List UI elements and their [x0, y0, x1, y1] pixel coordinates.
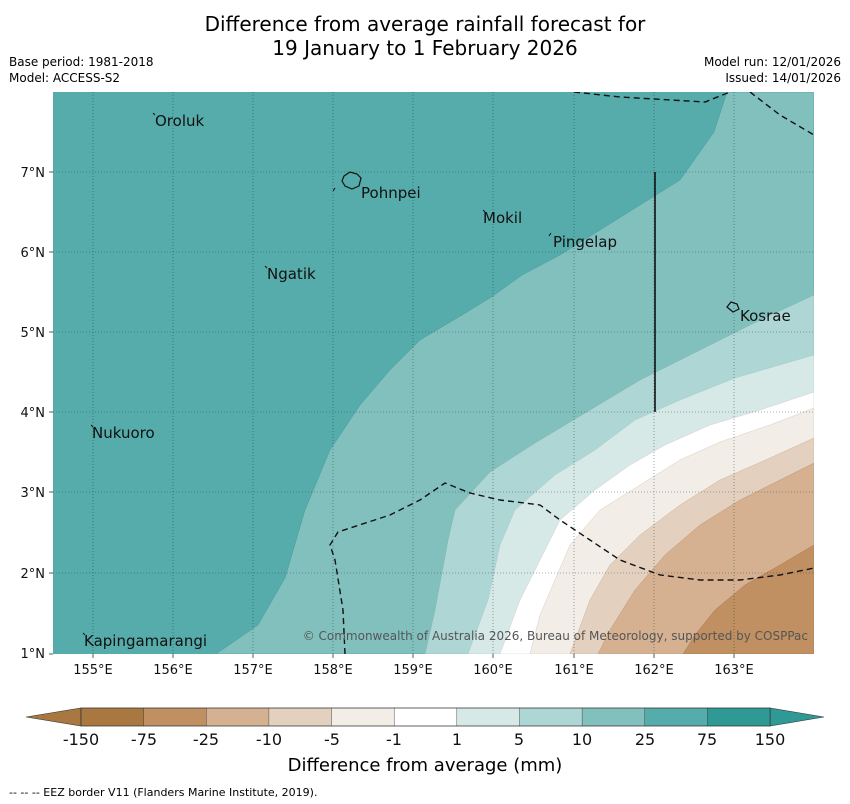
pohnpei-island-shape — [341, 171, 362, 190]
kosrae-island-shape — [726, 301, 740, 313]
colorbar-labels: -150 -75 -25 -10 -5 -1 1 5 10 25 75 150 — [63, 730, 785, 749]
colorbar-label: 5 — [514, 730, 524, 749]
graticule — [53, 92, 814, 654]
colorbar-title: Difference from average (mm) — [287, 755, 563, 776]
colorbar-frame — [80, 707, 771, 727]
meta-right: Model run: 12/01/2026 Issued: 14/01/2026 — [704, 54, 841, 86]
eez-footnote: -- -- -- EEZ border V11 (Flanders Marine… — [9, 786, 318, 799]
lon-label: 163°E — [714, 663, 754, 678]
issued-date: Issued: 14/01/2026 — [725, 71, 841, 85]
lat-label: 2°N — [21, 567, 46, 582]
colorbar-swatch — [581, 707, 646, 727]
colorbar-swatch — [331, 707, 395, 727]
place-pohnpei: Pohnpei — [361, 184, 421, 202]
longitude-labels: 155°E 156°E 157°E 158°E 159°E 160°E 161°… — [73, 663, 754, 678]
base-period: Base period: 1981-2018 — [9, 55, 154, 69]
lat-label: 6°N — [21, 246, 46, 261]
colorbar-label: 10 — [572, 730, 592, 749]
colorbar-label: 75 — [697, 730, 717, 749]
place-mokil: Mokil — [483, 209, 522, 227]
place-oroluk: Oroluk — [155, 112, 204, 130]
colorbar-over-arrow — [769, 707, 825, 727]
lon-label: 158°E — [313, 663, 353, 678]
place-kosrae: Kosrae — [740, 307, 791, 325]
colorbar-swatch — [456, 707, 520, 727]
meta-left: Base period: 1981-2018 Model: ACCESS-S2 — [9, 54, 154, 86]
title-line-1: Difference from average rainfall forecas… — [204, 12, 646, 36]
colorbar-label: -150 — [63, 730, 99, 749]
colorbar-swatches — [80, 707, 771, 727]
model-name: Model: ACCESS-S2 — [9, 71, 121, 85]
colorbar-label: 25 — [635, 730, 655, 749]
lon-label: 161°E — [554, 663, 594, 678]
lon-label: 162°E — [634, 663, 674, 678]
lat-label: 1°N — [21, 647, 46, 662]
place-nukuoro: Nukuoro — [92, 424, 155, 442]
lat-label: 5°N — [21, 326, 46, 341]
place-kapingamarangi: Kapingamarangi — [84, 632, 207, 650]
axis-ticks — [49, 171, 735, 658]
colorbar-label: 1 — [452, 730, 462, 749]
colorbar-swatch — [206, 707, 270, 727]
lon-label: 160°E — [473, 663, 513, 678]
colorbar-label: -75 — [131, 730, 157, 749]
colorbar-label: 150 — [755, 730, 786, 749]
colorbar-swatch — [268, 707, 333, 727]
latitude-labels: 7°N 6°N 5°N 4°N 3°N 2°N 1°N — [21, 166, 46, 662]
colorbar-swatch — [143, 707, 207, 727]
place-ngatik: Ngatik — [267, 265, 316, 283]
colorbar-label: -10 — [256, 730, 282, 749]
colorbar-label: -1 — [386, 730, 402, 749]
lat-label: 3°N — [21, 486, 46, 501]
model-run: Model run: 12/01/2026 — [703, 55, 841, 69]
rainfall-field — [53, 92, 814, 654]
colorbar-label: -25 — [193, 730, 219, 749]
colorbar-swatch — [80, 707, 145, 727]
lat-label: 7°N — [21, 166, 46, 181]
lon-label: 159°E — [393, 663, 433, 678]
place-pingelap: Pingelap — [553, 233, 617, 251]
colorbar: -150 -75 -25 -10 -5 -1 1 5 10 25 75 150 — [25, 707, 825, 749]
colorbar-swatch — [707, 707, 771, 727]
band-minus-25-75 — [682, 544, 814, 654]
title-line-2: 19 January to 1 February 2026 — [272, 36, 578, 60]
colorbar-under-arrow — [25, 707, 82, 727]
colorbar-swatch — [519, 707, 583, 727]
lon-label: 157°E — [233, 663, 273, 678]
eez-borders — [329, 92, 814, 654]
lon-label: 156°E — [153, 663, 193, 678]
copyright-text: © Commonwealth of Australia 2026, Bureau… — [303, 629, 808, 643]
colorbar-label: -5 — [324, 730, 340, 749]
lat-label: 4°N — [21, 406, 46, 421]
map-title: Difference from average rainfall forecas… — [0, 12, 850, 60]
colorbar-swatch — [644, 707, 708, 727]
atoll-marks — [82, 112, 552, 636]
lon-label: 155°E — [73, 663, 113, 678]
colorbar-swatch — [393, 707, 458, 727]
islet-shape — [332, 187, 336, 192]
